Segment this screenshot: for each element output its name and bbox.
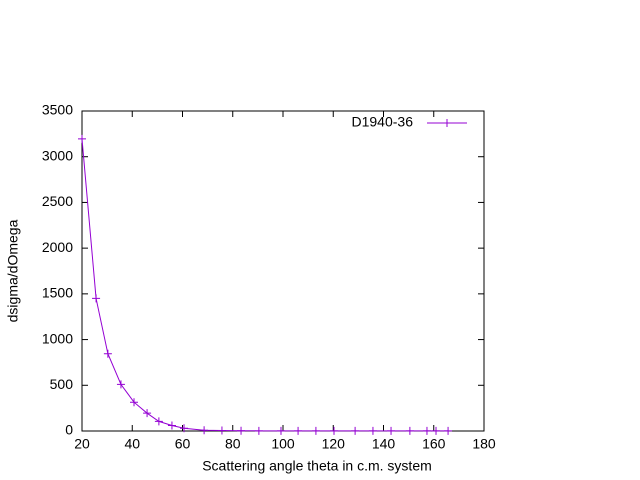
x-tick-label: 100 [271,436,295,452]
y-tick-label: 3000 [42,147,73,163]
point [294,426,303,435]
point [330,426,339,435]
x-tick-label: 60 [175,436,191,452]
x-tick-label: 140 [372,436,396,452]
y-tick-label: 3500 [42,102,73,118]
point [103,349,112,358]
point [154,417,163,426]
point [432,426,441,435]
point [143,409,152,418]
y-tick-label: 2000 [42,239,73,255]
point [92,294,101,303]
point [217,426,226,435]
point [387,426,396,435]
point [130,398,139,407]
point [180,424,189,433]
legend-marker [443,119,451,127]
point [116,380,125,389]
legend-label: D1940-36 [352,114,414,130]
y-tick-label: 0 [65,422,73,438]
x-tick-label: 180 [472,436,496,452]
x-axis-label: Scattering angle theta in c.m. system [202,458,432,474]
point [200,426,209,435]
y-tick-label: 1500 [42,285,73,301]
y-axis-label: dsigma/dOmega [5,219,21,322]
point [237,426,246,435]
point [254,426,263,435]
x-tick-label: 80 [225,436,241,452]
point [351,426,360,435]
point [422,426,431,435]
point [444,426,453,435]
point [276,426,285,435]
point [405,426,414,435]
plot-frame [81,110,485,432]
x-tick-label: 40 [124,436,140,452]
y-tick-label: 1000 [42,330,73,346]
x-tick-label: 160 [422,436,446,452]
point [311,426,320,435]
y-tick-label: 2500 [42,193,73,209]
point [78,134,86,143]
point [368,426,377,435]
series-line [81,138,449,432]
x-tick-label: 120 [322,436,346,452]
point [167,421,176,430]
y-tick-label: 500 [50,376,74,392]
x-tick-label: 20 [74,436,90,452]
